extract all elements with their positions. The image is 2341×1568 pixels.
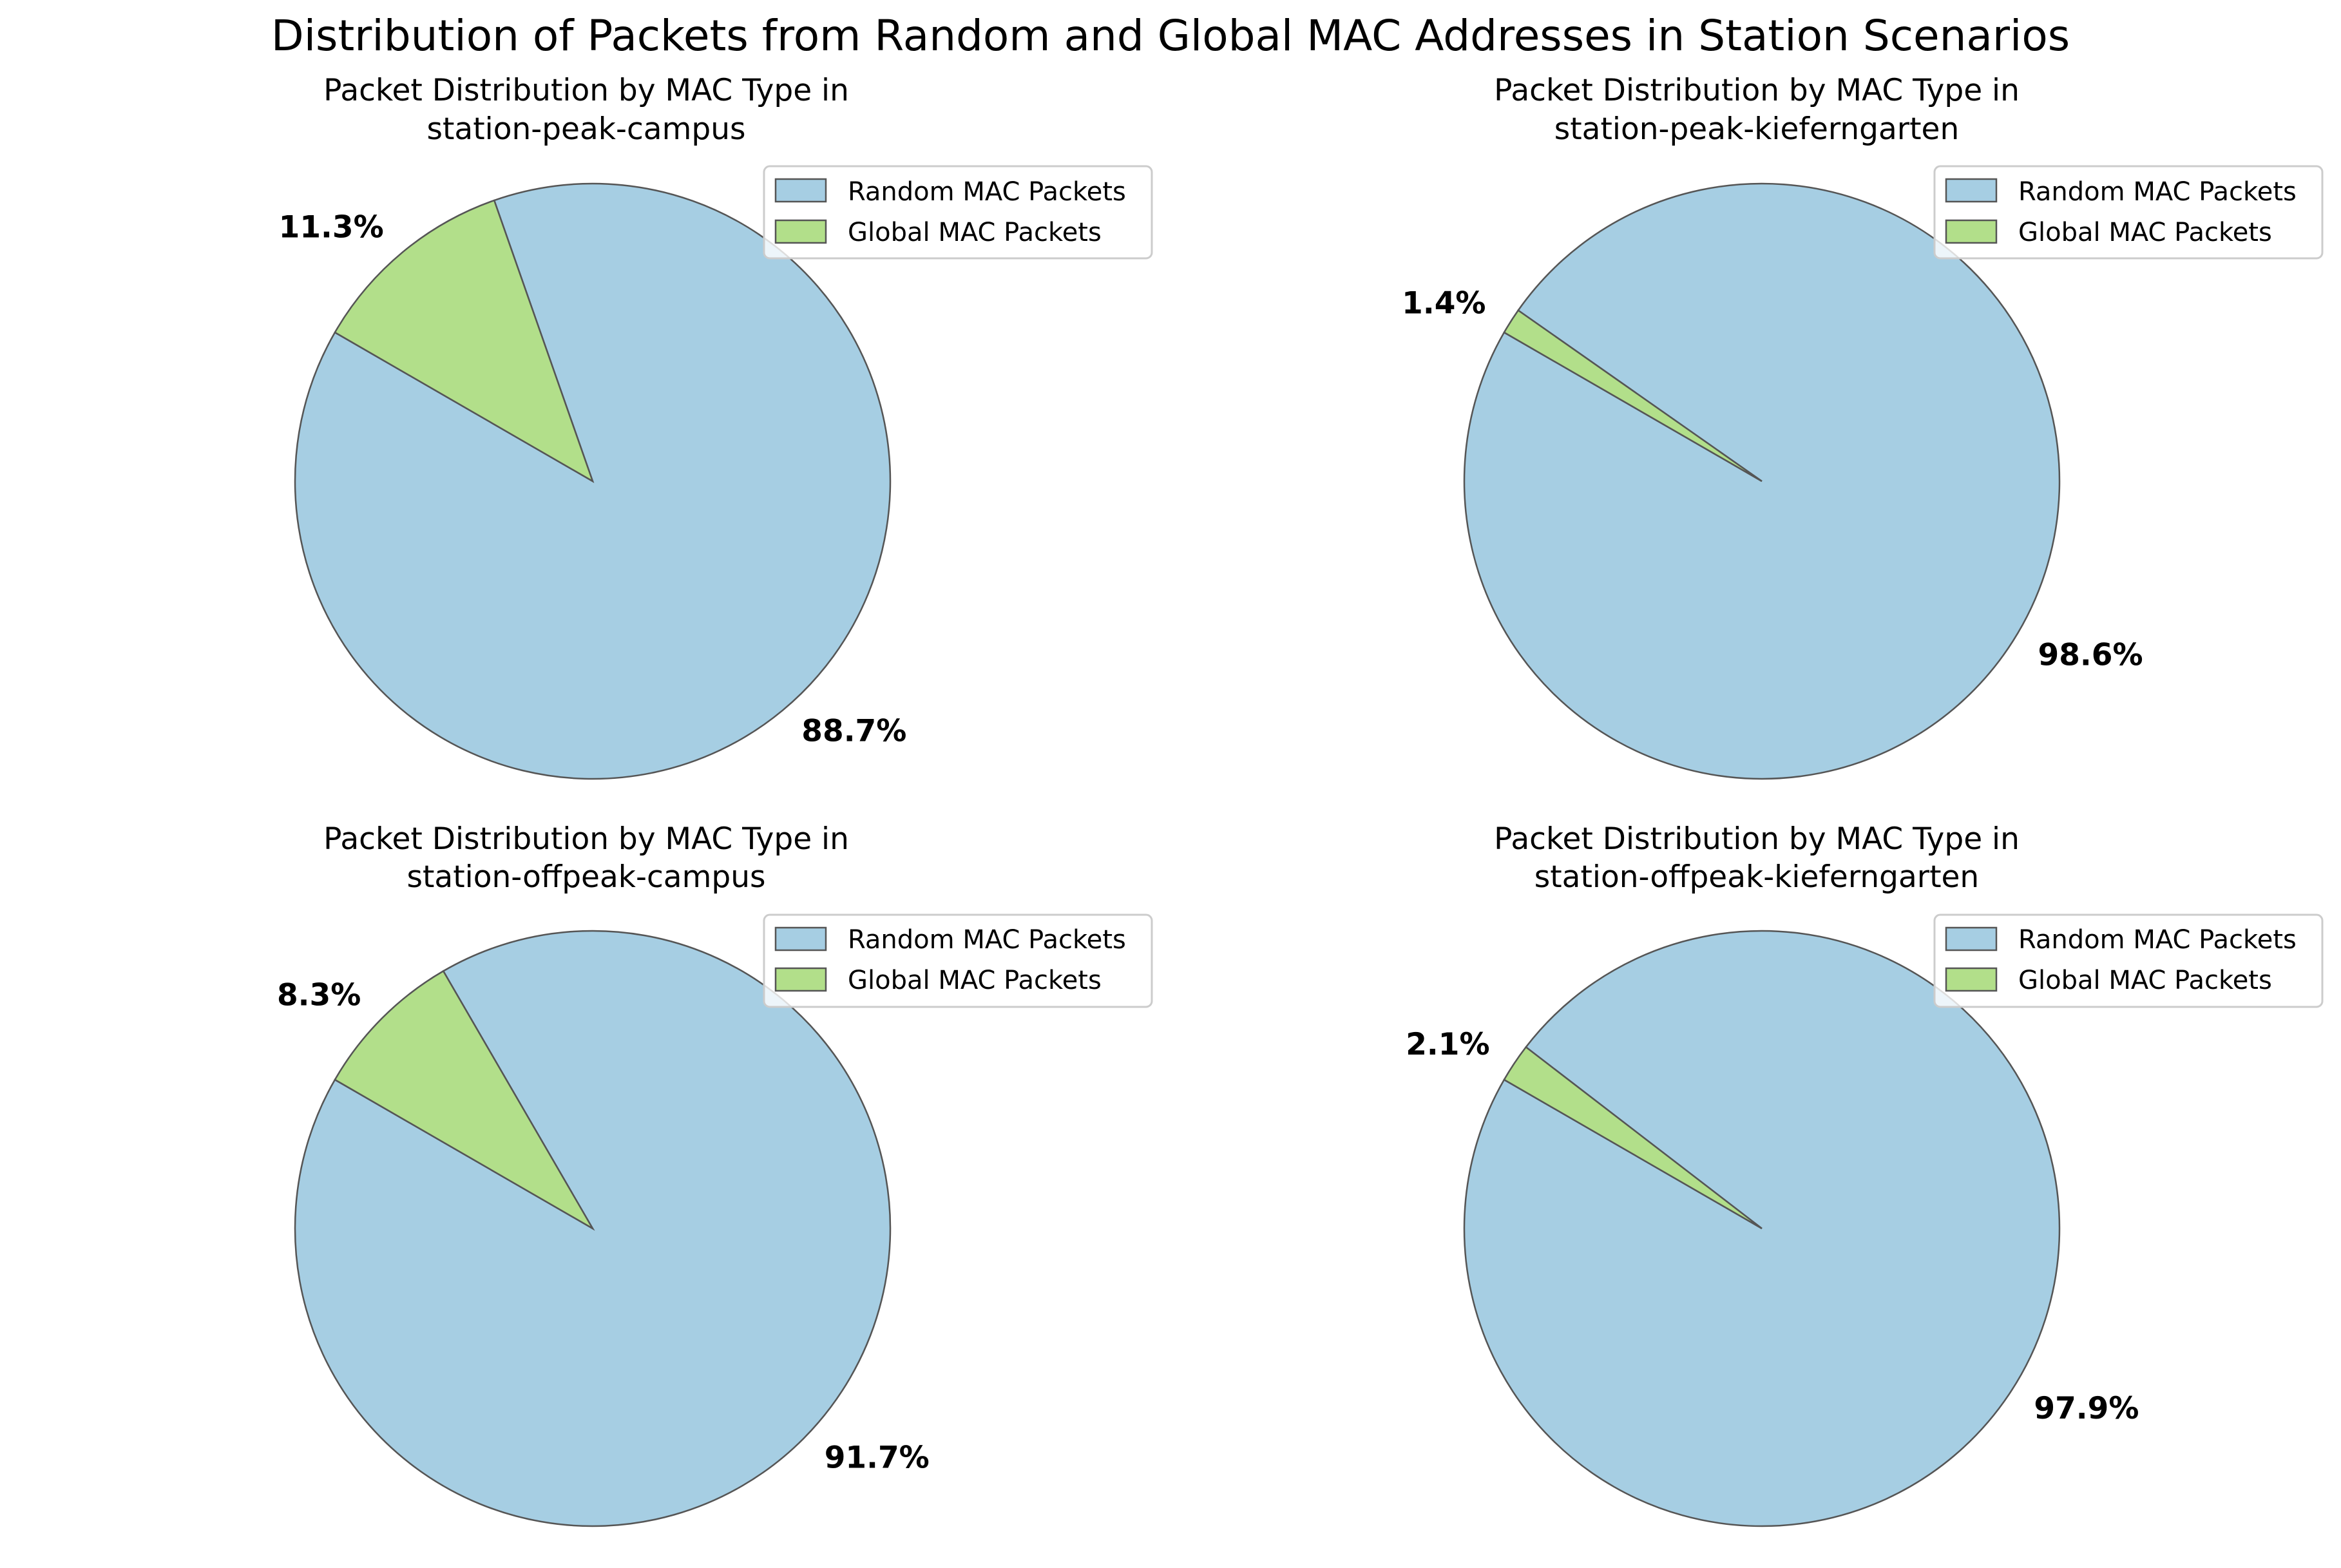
- pct-label-random: 97.9%: [2034, 1391, 2139, 1426]
- legend: Random MAC Packets Global MAC Packets: [1933, 165, 2324, 260]
- legend-label-global: Global MAC Packets: [2018, 218, 2272, 247]
- legend-swatch-global: [774, 219, 827, 244]
- pie-panel-offpeak-campus: Packet Distribution by MAC Type in stati…: [277, 821, 1153, 1527]
- pct-label-global: 1.4%: [1402, 285, 1486, 321]
- legend-swatch-random: [774, 926, 827, 951]
- legend-label-random: Random MAC Packets: [848, 177, 1126, 207]
- panel-title-line1: Packet Distribution by MAC Type in: [323, 73, 849, 108]
- legend-label-random: Random MAC Packets: [2018, 925, 2297, 955]
- legend-swatch-random: [1945, 178, 1998, 203]
- legend-frame: [763, 913, 1153, 1008]
- legend-frame: [1933, 913, 2324, 1008]
- pct-label-global: 8.3%: [277, 978, 361, 1013]
- legend: Random MAC Packets Global MAC Packets: [763, 913, 1153, 1008]
- panel-title-line1: Packet Distribution by MAC Type in: [1494, 73, 2020, 108]
- legend-label-random: Random MAC Packets: [2018, 177, 2297, 207]
- legend-frame: [1933, 165, 2324, 260]
- pie-slice-global: [1503, 1046, 1763, 1230]
- pie-slice-global: [334, 199, 595, 483]
- panel-title-line2: station-offpeak-kieferngarten: [1534, 859, 1979, 895]
- panel-title-line2: station-peak-kieferngarten: [1554, 111, 1959, 147]
- pie-chart: 98.6% 1.4%: [1402, 182, 2143, 780]
- legend-swatch-global: [1945, 219, 1998, 244]
- pct-label-global: 2.1%: [1406, 1027, 1489, 1062]
- pct-label-random: 88.7%: [801, 714, 906, 749]
- legend-frame: [763, 165, 1153, 260]
- pie-panel-peak-campus: Packet Distribution by MAC Type in stati…: [279, 73, 1153, 780]
- legend-label-random: Random MAC Packets: [848, 925, 1126, 955]
- panel-title-line2: station-peak-campus: [427, 111, 746, 147]
- pie-panel-peak-kieferngarten: Packet Distribution by MAC Type in stati…: [1402, 73, 2324, 780]
- legend-label-global: Global MAC Packets: [2018, 966, 2272, 995]
- panel-title-line2: station-offpeak-campus: [407, 859, 766, 895]
- pct-label-random: 98.6%: [2038, 638, 2143, 673]
- figure-title: Distribution of Packets from Random and …: [271, 11, 2070, 61]
- pie-panel-offpeak-kieferngarten: Packet Distribution by MAC Type in stati…: [1406, 821, 2324, 1527]
- legend-swatch-global: [1945, 967, 1998, 992]
- pie-chart: 97.9% 2.1%: [1406, 930, 2139, 1527]
- legend-swatch-global: [774, 967, 827, 992]
- panel-title-line1: Packet Distribution by MAC Type in: [1494, 821, 2020, 857]
- legend-label-global: Global MAC Packets: [848, 966, 1102, 995]
- legend-swatch-random: [1945, 926, 1998, 951]
- pie-slice-global: [1503, 309, 1763, 483]
- panel-title-line1: Packet Distribution by MAC Type in: [323, 821, 849, 857]
- legend-label-global: Global MAC Packets: [848, 218, 1102, 247]
- pct-label-global: 11.3%: [279, 209, 384, 245]
- legend: Random MAC Packets Global MAC Packets: [763, 165, 1153, 260]
- pct-label-random: 91.7%: [825, 1440, 930, 1476]
- pie-slice-global: [334, 970, 595, 1231]
- legend-swatch-random: [774, 178, 827, 203]
- pie-chart: 91.7% 8.3%: [277, 930, 930, 1527]
- legend: Random MAC Packets Global MAC Packets: [1933, 913, 2324, 1008]
- pie-chart: 88.7% 11.3%: [279, 182, 906, 780]
